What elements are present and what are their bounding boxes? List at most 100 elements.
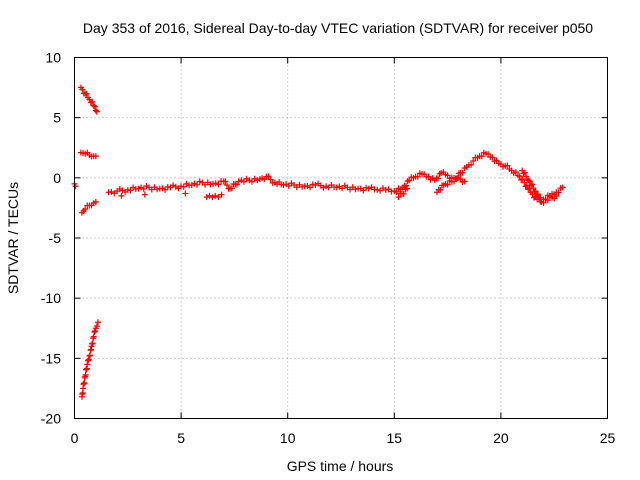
- data-point: [425, 173, 432, 180]
- data-point: [534, 191, 541, 198]
- data-point: [400, 190, 407, 197]
- data-point: [91, 103, 98, 110]
- data-point: [233, 181, 240, 188]
- y-tick-label: 5: [53, 110, 61, 126]
- data-point: [180, 183, 187, 190]
- x-axis-label: GPS time / hours: [287, 458, 394, 474]
- data-point: [87, 99, 94, 106]
- data-point: [531, 188, 538, 195]
- y-axis-label: SDTVAR / TECUs: [5, 182, 21, 294]
- data-point: [280, 182, 287, 189]
- data-point: [127, 187, 134, 194]
- data-point: [218, 191, 225, 198]
- y-tick-label: 10: [45, 50, 61, 66]
- data-point: [437, 186, 444, 193]
- data-point: [559, 184, 566, 191]
- data-point: [89, 98, 96, 105]
- data-point: [374, 186, 381, 193]
- axis-ticks: [74, 57, 608, 419]
- data-point: [435, 175, 442, 182]
- x-tick-label: 0: [71, 430, 79, 446]
- data-point: [84, 361, 91, 368]
- data-point: [459, 169, 466, 176]
- data-point: [79, 86, 86, 93]
- data-point: [182, 190, 189, 197]
- data-point: [414, 173, 421, 180]
- data-point: [85, 357, 92, 364]
- data-point: [206, 192, 213, 199]
- data-point: [285, 182, 292, 189]
- y-tick-label: -5: [49, 230, 62, 246]
- data-point: [141, 191, 148, 198]
- data-point: [265, 173, 272, 180]
- x-tick-label: 5: [177, 430, 185, 446]
- data-point: [94, 319, 101, 326]
- data-point: [91, 329, 98, 336]
- y-tick-labels: -20 -15 -10 -5 0 5 10: [41, 50, 61, 427]
- data-point: [92, 328, 99, 335]
- data-point: [377, 187, 384, 194]
- data-point: [212, 192, 219, 199]
- data-point: [523, 173, 530, 180]
- data-point: [108, 188, 115, 195]
- data-point: [86, 352, 93, 359]
- data-point: [135, 185, 142, 192]
- data-point: [93, 108, 100, 115]
- data-point: [92, 153, 99, 160]
- data-point: [194, 181, 201, 188]
- data-point: [461, 178, 468, 185]
- grid: [74, 57, 608, 419]
- data-point: [478, 153, 485, 160]
- data-point: [360, 187, 367, 194]
- data-point: [403, 182, 410, 189]
- data-point: [536, 194, 543, 201]
- data-point: [323, 183, 330, 190]
- data-point: [404, 185, 411, 192]
- data-point: [393, 188, 400, 195]
- data-point: [228, 185, 235, 192]
- data-point: [544, 197, 551, 204]
- y-tick-label: -10: [41, 290, 61, 306]
- data-point: [209, 194, 216, 201]
- data-point: [210, 180, 217, 187]
- data-point: [457, 176, 464, 183]
- data-point: [92, 198, 99, 205]
- data-point: [532, 188, 539, 195]
- data-point: [468, 161, 475, 168]
- data-point: [92, 107, 99, 114]
- chart-title: Day 353 of 2016, Sidereal Day-to-day VTE…: [83, 20, 593, 36]
- data-point: [448, 178, 455, 185]
- data-point: [489, 154, 496, 161]
- data-point: [406, 177, 413, 184]
- data-point: [90, 333, 97, 340]
- data-points: [71, 84, 566, 400]
- data-point: [516, 173, 523, 180]
- x-tick-labels: 0 5 10 15 20 25: [71, 430, 616, 446]
- data-point: [83, 90, 90, 97]
- data-point: [485, 151, 492, 158]
- data-point: [527, 182, 534, 189]
- data-point: [82, 206, 89, 213]
- y-tick-label: -20: [41, 411, 61, 427]
- data-point: [365, 185, 372, 192]
- data-point: [553, 192, 560, 199]
- data-point: [212, 180, 219, 187]
- y-tick-label: -15: [41, 350, 61, 366]
- x-tick-label: 20: [493, 430, 509, 446]
- x-tick-label: 15: [387, 430, 403, 446]
- data-point: [555, 189, 562, 196]
- data-point: [339, 185, 346, 192]
- data-point: [222, 178, 229, 185]
- data-point: [504, 162, 511, 169]
- data-point: [512, 169, 519, 176]
- data-point: [90, 102, 97, 109]
- data-point: [223, 182, 230, 189]
- data-point: [333, 184, 340, 191]
- data-point: [81, 379, 88, 386]
- data-point: [525, 177, 532, 184]
- data-point: [395, 194, 402, 201]
- data-point: [307, 184, 314, 191]
- data-point: [526, 178, 533, 185]
- data-point: [89, 340, 96, 347]
